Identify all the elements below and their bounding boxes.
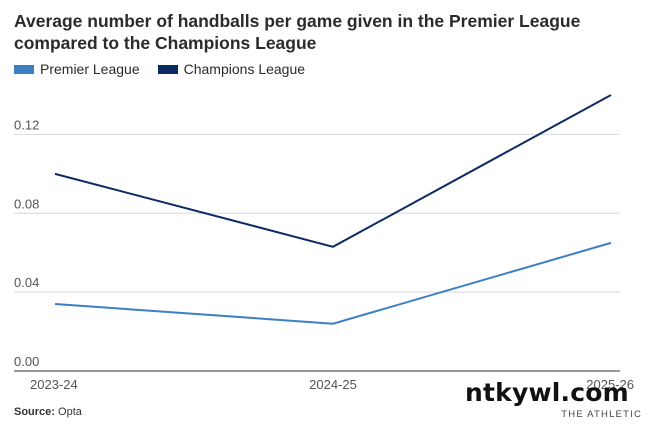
brand-label: THE ATHLETIC [561, 409, 642, 420]
x-tick-label: 2023-24 [30, 377, 78, 392]
x-tick-label: 2025-26 [586, 377, 634, 392]
legend: Premier League Champions League [14, 61, 305, 77]
legend-item-champions-league: Champions League [157, 61, 306, 77]
y-tick-label: 0.08 [14, 196, 39, 211]
watermark: ntkywl.com [465, 378, 629, 407]
series-line-champions-league [54, 94, 612, 248]
x-tick-label: 2024-25 [309, 377, 357, 392]
legend-swatch-champions-league [157, 64, 178, 74]
legend-label-premier-league: Premier League [40, 61, 140, 77]
chart-title: Average number of handballs per game giv… [14, 11, 581, 53]
source-note: Source: Opta [14, 406, 82, 418]
y-tick-label: 0.12 [14, 117, 39, 132]
legend-label-champions-league: Champions League [183, 61, 306, 77]
legend-item-premier-league: Premier League [14, 61, 140, 77]
source-value: Opta [58, 406, 82, 418]
source-label: Source: [14, 406, 55, 418]
y-tick-label: 0.04 [14, 275, 39, 290]
series-line-premier-league [54, 241, 612, 325]
legend-swatch-premier-league [14, 64, 34, 74]
y-tick-label: 0.00 [14, 354, 39, 369]
